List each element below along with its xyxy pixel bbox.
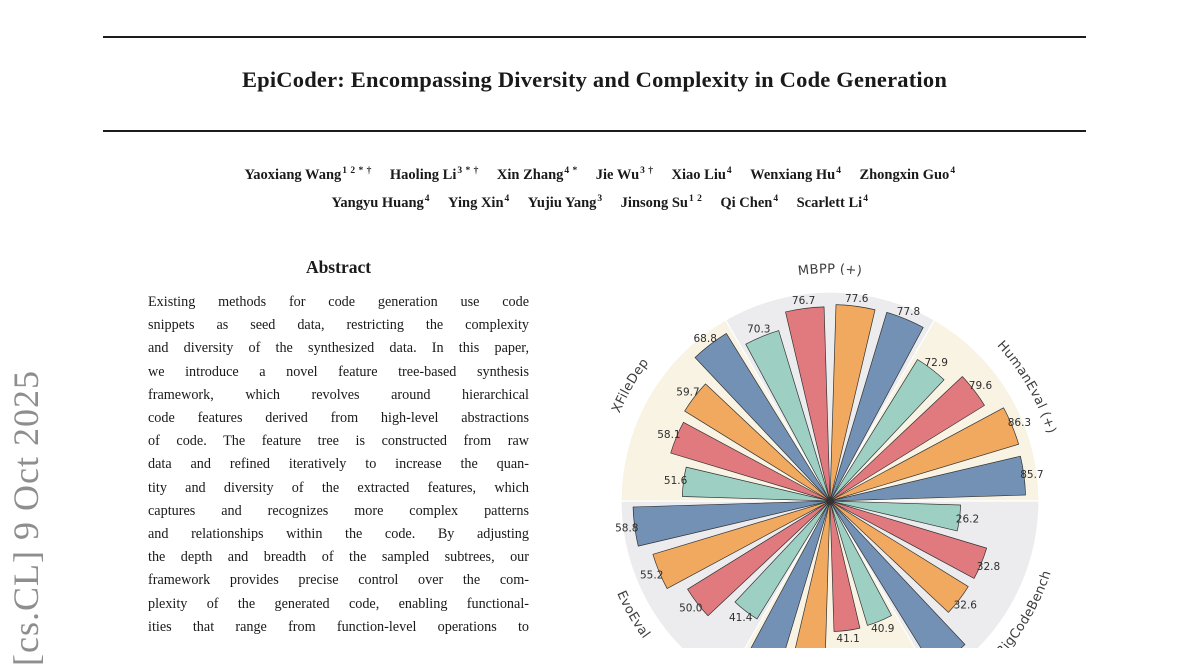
abstract-line: plexity of the generated code, enabling …: [148, 595, 529, 612]
benchmark-rose-chart: 70.3 76.7 77.6 77.8 72.9 79.6 86.3 85.7 26.2 32.8…: [560, 230, 1120, 648]
abstract-body: Existing methods for code generation use…: [148, 291, 529, 639]
author: Xiao Liu4: [671, 166, 733, 183]
bar-value-label: 50.0: [679, 602, 702, 614]
polar-bar-blue: [829, 455, 1026, 502]
abstract-line: tity and diversity of the extracted feat…: [148, 479, 529, 496]
author: Jie Wu3 †: [595, 166, 654, 183]
polar-bar-red: [785, 306, 831, 502]
bar-value-label: 32.8: [977, 561, 1000, 573]
polar-bar-orange: [829, 500, 969, 613]
polar-bar-blue: [829, 312, 924, 502]
author: Xin Zhang4 *: [496, 166, 578, 183]
horizontal-rule-mid: [103, 130, 1086, 132]
bar-value-label: 79.6: [969, 380, 993, 392]
abstract-section: Abstract Existing methods for code gener…: [148, 257, 529, 639]
polar-bar-blue: [750, 500, 831, 648]
polar-bar-orange: [829, 407, 1019, 502]
bar-value-label: 32.6: [954, 599, 978, 611]
abstract-line: Existing methods for code generation use…: [148, 294, 529, 310]
polar-bar-orange: [652, 500, 831, 589]
polar-bar-teal: [745, 330, 831, 502]
polar-bar-red: [670, 421, 831, 502]
author: Ying Xin4: [448, 193, 510, 211]
abstract-line: and relationships within the code. By ad…: [148, 526, 529, 543]
paper-page: [cs.CL] 9 Oct 2025 EpiCoder: Encompassin…: [6, 36, 1120, 666]
bar-value-label: 70.3: [747, 324, 770, 336]
bar-value-label: 55.2: [640, 569, 663, 581]
polar-bar-orange: [795, 500, 831, 648]
author: Yujiu Yang3: [527, 193, 603, 211]
author: Scarlett Li4: [796, 193, 869, 211]
bar-value-label: 41.4: [729, 612, 753, 624]
polar-bar-blue: [829, 500, 966, 648]
abstract-line: snippets as seed data, restricting the c…: [148, 317, 529, 334]
polar-bar-red: [829, 376, 985, 502]
polar-bar-orange: [829, 304, 876, 502]
author: Haoling Li3 * †: [389, 166, 479, 183]
bar-value-label: 77.8: [897, 306, 920, 318]
polar-bar-teal: [829, 359, 945, 502]
bar-value-label: 68.8: [694, 333, 717, 345]
polar-bar-red: [829, 500, 987, 579]
abstract-line: of code. The feature tree is constructed…: [148, 433, 529, 450]
bar-value-label: 76.7: [792, 295, 815, 307]
abstract-heading: Abstract: [305, 257, 372, 277]
bar-value-label: 72.9: [925, 357, 948, 369]
rose-chart-svg: 70.3 76.7 77.6 77.8 72.9 79.6 86.3 85.7 26.2 32.8…: [609, 262, 1058, 648]
abstract-line: we introduce a novel feature tree-based …: [148, 363, 529, 380]
bar-value-label: 41.1: [836, 633, 859, 645]
polar-bar-teal: [829, 500, 892, 626]
polar-bar-red: [687, 500, 831, 617]
abstract-line: framework provides precise control over …: [148, 572, 529, 589]
author-block: Yaoxiang Wang1 2 * † Haoling Li3 * † Xin Z…: [80, 159, 1120, 215]
author: Jinsong Su1 2: [620, 193, 703, 211]
polar-bar-teal: [681, 466, 831, 502]
bar-value-label: 77.6: [845, 293, 869, 305]
author: Wenxiang Hu4: [750, 166, 842, 183]
authors-line-2: Yangyu Huang4 Ying Xin4 Yujiu Yang3 Jinsong…: [80, 187, 1120, 215]
polar-bar-blue: [632, 500, 831, 547]
bar-value-label: 58.1: [657, 429, 680, 441]
author: Zhongxin Guo4: [859, 166, 956, 183]
bar-value-label: 51.6: [664, 475, 688, 487]
author: Yaoxiang Wang1 2 * †: [244, 166, 372, 183]
bar-value-label: 59.7: [676, 387, 699, 399]
horizontal-rule-top: [103, 36, 1086, 38]
abstract-line: framework, which revolves around hierarc…: [148, 386, 529, 403]
author: Yangyu Huang4: [331, 193, 431, 211]
arxiv-banner: [cs.CL] 9 Oct 2025: [6, 370, 46, 666]
abstract-line: the depth and breadth of the sampled sub…: [148, 549, 529, 566]
bar-value-label: 85.7: [1020, 469, 1043, 481]
author: Qi Chen4: [720, 193, 779, 211]
abstract-line: code features derived from high-level ab…: [148, 410, 529, 427]
polar-bar-orange: [684, 383, 831, 502]
polar-bar-teal: [829, 500, 961, 532]
abstract-line: captures and recognizes more complex pat…: [148, 502, 529, 519]
abstract-line: data and refined iteratively to increase…: [148, 456, 529, 473]
sector-label: MBPP (+): [797, 262, 863, 279]
bar-value-label: 58.8: [615, 522, 638, 534]
bar-value-label: 26.2: [956, 514, 979, 526]
authors-line-1: Yaoxiang Wang1 2 * † Haoling Li3 * † Xin Z…: [80, 159, 1120, 187]
polar-bar-teal: [734, 500, 831, 620]
polar-bar-red: [829, 500, 861, 632]
abstract-line: and diversity of the synthesized data. I…: [148, 340, 529, 357]
abstract-line: ities that range from function-level ope…: [148, 618, 529, 635]
bar-value-label: 40.9: [871, 623, 894, 635]
bar-value-label: 86.3: [1008, 417, 1031, 429]
polar-bar-blue: [694, 333, 831, 502]
paper-title: EpiCoder: Encompassing Diversity and Com…: [241, 67, 948, 92]
